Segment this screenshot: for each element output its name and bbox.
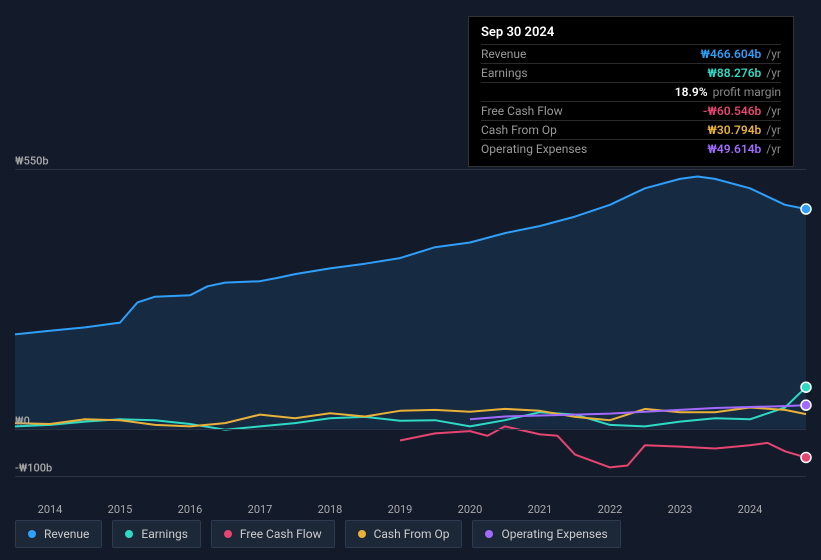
tooltip-suffix: /yr <box>766 123 781 137</box>
tooltip-suffix: /yr <box>766 142 781 156</box>
legend-item-free-cash-flow[interactable]: Free Cash Flow <box>211 520 335 548</box>
series-end-dot <box>801 400 811 410</box>
tooltip-label: Earnings <box>481 66 528 80</box>
x-axis-label: 2019 <box>388 503 413 516</box>
x-axis-label: 2024 <box>738 503 763 516</box>
x-axis-label: 2022 <box>598 503 623 516</box>
series-end-dot <box>801 452 811 462</box>
legend-label: Earnings <box>141 527 188 541</box>
legend-label: Cash From Op <box>374 527 450 541</box>
x-axis-label: 2021 <box>528 503 553 516</box>
tooltip-row: Cash From Op ₩30.794b /yr <box>481 120 781 139</box>
tooltip-label: Operating Expenses <box>481 142 587 156</box>
tooltip-value: ₩466.604b <box>700 47 761 61</box>
tooltip-value: ₩88.276b <box>707 66 761 80</box>
x-axis-label: 2017 <box>248 503 273 516</box>
legend-item-operating-expenses[interactable]: Operating Expenses <box>472 520 620 548</box>
tooltip-row: Earnings ₩88.276b /yr <box>481 63 781 82</box>
tooltip-row: Revenue ₩466.604b /yr <box>481 44 781 63</box>
series-end-dot <box>801 204 811 214</box>
tooltip-row: 18.9% profit margin <box>481 82 781 101</box>
legend-dot-icon <box>125 530 133 538</box>
legend-dot-icon <box>485 530 493 538</box>
x-axis-label: 2018 <box>318 503 343 516</box>
legend: Revenue Earnings Free Cash Flow Cash From O… <box>15 520 621 548</box>
tooltip-suffix: /yr <box>766 104 781 118</box>
tooltip-suffix: /yr <box>766 47 781 61</box>
legend-label: Revenue <box>44 527 89 541</box>
tooltip-suffix: /yr <box>766 66 781 80</box>
legend-item-earnings[interactable]: Earnings <box>112 520 201 548</box>
tooltip-value: ₩30.794b <box>707 123 761 137</box>
tooltip-label: Cash From Op <box>481 123 557 137</box>
line-chart <box>15 160 806 490</box>
x-axis-label: 2015 <box>108 503 133 516</box>
tooltip-value: -₩60.546b <box>703 104 761 118</box>
tooltip-row: Operating Expenses ₩49.614b /yr <box>481 139 781 158</box>
x-axis-label: 2023 <box>668 503 693 516</box>
legend-label: Operating Expenses <box>501 527 607 541</box>
tooltip-title: Sep 30 2024 <box>481 25 781 40</box>
x-axis-label: 2014 <box>38 503 63 516</box>
legend-dot-icon <box>224 530 232 538</box>
tooltip-value: ₩49.614b <box>707 142 761 156</box>
gridline <box>15 169 806 170</box>
legend-dot-icon <box>358 530 366 538</box>
tooltip-row: Free Cash Flow -₩60.546b /yr <box>481 101 781 120</box>
tooltip-suffix: profit margin <box>713 85 781 99</box>
gridline <box>15 429 806 430</box>
tooltip-label: Free Cash Flow <box>481 104 563 118</box>
y-axis-label: ₩0 <box>15 414 30 427</box>
y-axis-label: ₩550b <box>15 155 49 168</box>
legend-dot-icon <box>28 530 36 538</box>
chart-area: -₩100b₩0₩550b201420152016201720182019202… <box>15 160 806 490</box>
gridline <box>15 476 806 477</box>
x-axis-label: 2016 <box>178 503 203 516</box>
revenue-area-fill <box>15 177 806 429</box>
series-line-free-cash-flow <box>400 426 806 467</box>
y-axis-label: -₩100b <box>15 461 52 474</box>
series-end-dot <box>801 382 811 392</box>
tooltip-label: Revenue <box>481 47 526 61</box>
tooltip-panel: Sep 30 2024 Revenue ₩466.604b /yr Earnings ₩… <box>468 16 794 167</box>
x-axis-label: 2020 <box>458 503 483 516</box>
tooltip-value: 18.9% <box>675 85 708 99</box>
legend-item-cash-from-op[interactable]: Cash From Op <box>345 520 463 548</box>
legend-label: Free Cash Flow <box>240 527 322 541</box>
legend-item-revenue[interactable]: Revenue <box>15 520 102 548</box>
